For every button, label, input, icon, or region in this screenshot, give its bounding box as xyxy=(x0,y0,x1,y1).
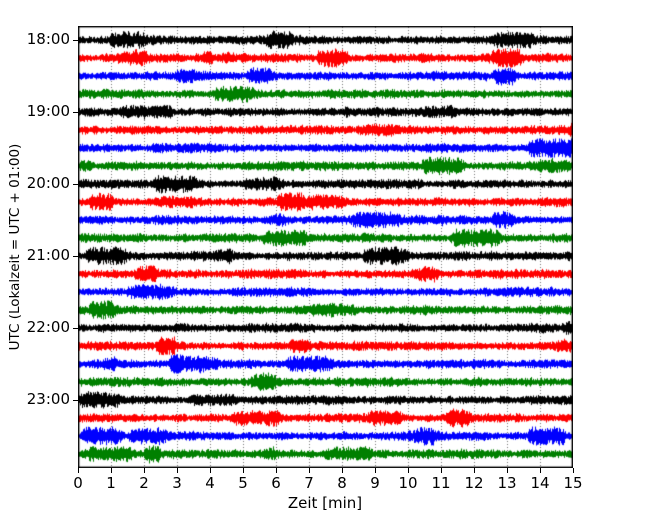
y-tick-label: 19:00 xyxy=(26,102,70,120)
x-tick-label: 10 xyxy=(398,474,418,492)
y-tick-label: 22:00 xyxy=(26,318,70,336)
x-tick-mark xyxy=(176,468,178,473)
x-tick-mark xyxy=(209,468,211,473)
x-tick-label: 3 xyxy=(172,474,182,492)
x-tick-mark xyxy=(374,468,376,473)
x-tick-label: 12 xyxy=(464,474,484,492)
y-tick-mark xyxy=(73,39,78,41)
x-tick-mark xyxy=(572,468,574,473)
y-tick-label: 21:00 xyxy=(26,246,70,264)
x-tick-label: 5 xyxy=(238,474,248,492)
y-tick-label: 23:00 xyxy=(26,390,70,408)
x-tick-label: 11 xyxy=(431,474,451,492)
y-tick-mark xyxy=(73,399,78,401)
y-tick-mark xyxy=(73,327,78,329)
x-tick-mark xyxy=(242,468,244,473)
x-tick-label: 0 xyxy=(73,474,83,492)
x-tick-label: 14 xyxy=(530,474,550,492)
x-tick-mark xyxy=(506,468,508,473)
x-axis-label: Zeit [min] xyxy=(287,494,363,512)
x-tick-mark xyxy=(440,468,442,473)
x-tick-label: 8 xyxy=(337,474,347,492)
x-tick-mark xyxy=(110,468,112,473)
x-tick-mark xyxy=(308,468,310,473)
y-tick-label: 20:00 xyxy=(26,174,70,192)
x-tick-mark xyxy=(77,468,79,473)
x-tick-label: 4 xyxy=(205,474,215,492)
x-tick-mark xyxy=(341,468,343,473)
y-tick-mark xyxy=(73,255,78,257)
x-tick-label: 9 xyxy=(370,474,380,492)
x-tick-mark xyxy=(539,468,541,473)
x-tick-mark xyxy=(275,468,277,473)
x-tick-label: 1 xyxy=(106,474,116,492)
x-tick-label: 13 xyxy=(497,474,517,492)
x-tick-mark xyxy=(473,468,475,473)
x-tick-label: 15 xyxy=(563,474,583,492)
x-tick-label: 7 xyxy=(304,474,314,492)
waveform-plot-area xyxy=(78,26,573,468)
x-tick-label: 2 xyxy=(139,474,149,492)
x-tick-mark xyxy=(407,468,409,473)
y-tick-mark xyxy=(73,111,78,113)
y-tick-label: 18:00 xyxy=(26,30,70,48)
x-tick-label: 6 xyxy=(271,474,281,492)
y-tick-mark xyxy=(73,183,78,185)
x-tick-mark xyxy=(143,468,145,473)
